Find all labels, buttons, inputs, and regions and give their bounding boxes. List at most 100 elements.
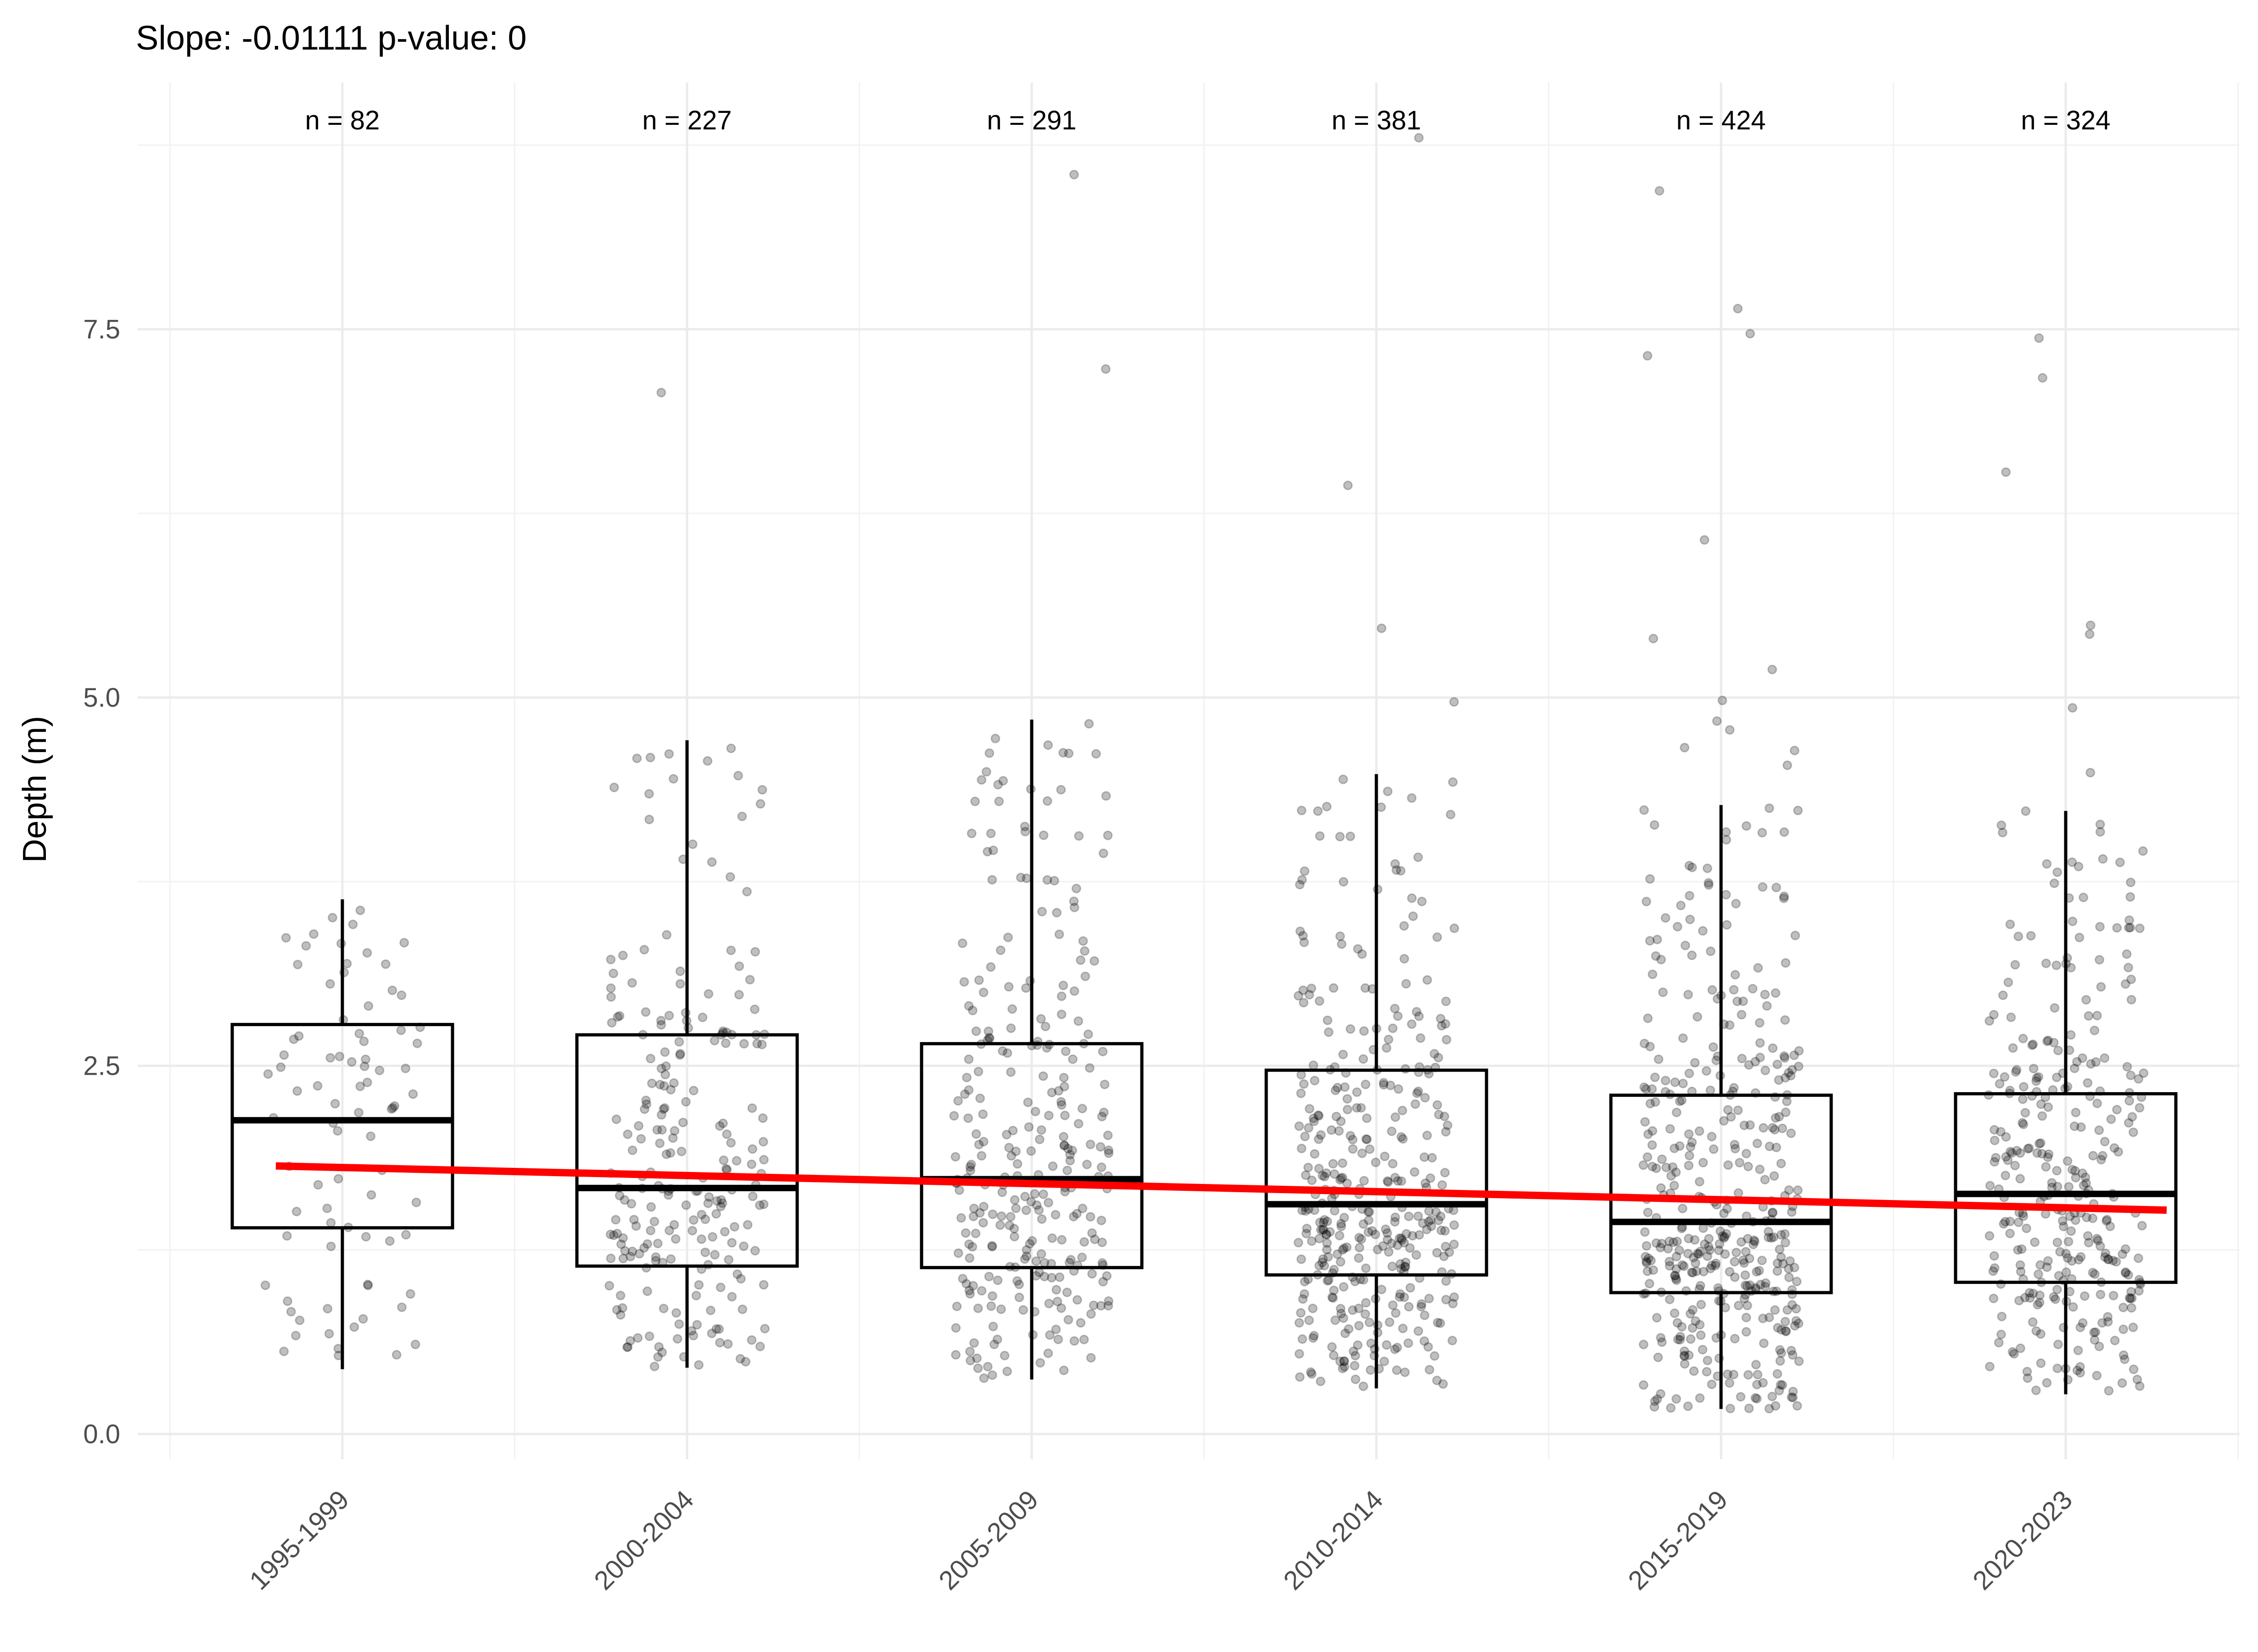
data-point bbox=[1671, 1251, 1682, 1261]
data-point bbox=[966, 1166, 976, 1176]
data-point bbox=[1786, 1071, 1796, 1081]
data-point bbox=[1670, 1270, 1680, 1280]
data-point bbox=[1020, 1191, 1030, 1201]
data-point bbox=[279, 1050, 289, 1060]
data-point bbox=[2098, 854, 2108, 864]
data-point bbox=[1684, 860, 1694, 871]
data-point bbox=[1002, 1366, 1012, 1376]
data-point bbox=[2018, 1118, 2028, 1128]
data-point bbox=[1677, 1322, 1687, 1332]
data-point bbox=[1044, 1111, 1054, 1121]
data-point bbox=[2124, 1293, 2135, 1303]
data-point bbox=[1675, 1334, 1685, 1345]
data-point bbox=[1042, 875, 1052, 885]
data-point bbox=[1314, 996, 1325, 1006]
data-point bbox=[1436, 1225, 1446, 1235]
data-point bbox=[1381, 1224, 1391, 1234]
data-point bbox=[1319, 1261, 1330, 1271]
data-point bbox=[1647, 1084, 1657, 1094]
data-point bbox=[1297, 1334, 1308, 1344]
data-point bbox=[656, 1110, 666, 1120]
data-point bbox=[2034, 1297, 2045, 1307]
data-point bbox=[354, 1028, 364, 1038]
data-point bbox=[1748, 1239, 1758, 1250]
data-point bbox=[641, 1095, 651, 1105]
data-point bbox=[978, 1218, 988, 1228]
data-point bbox=[1687, 862, 1697, 872]
data-point bbox=[1703, 1356, 1713, 1366]
data-point bbox=[1097, 1237, 1107, 1247]
data-point bbox=[1086, 1353, 1096, 1363]
data-point bbox=[727, 1292, 737, 1302]
data-point bbox=[1423, 1342, 1433, 1352]
data-point bbox=[2031, 1076, 2041, 1086]
data-point bbox=[1645, 936, 1655, 946]
trend-line bbox=[275, 1162, 2167, 1214]
data-point bbox=[1314, 1261, 1324, 1271]
data-point bbox=[742, 887, 752, 897]
data-point bbox=[714, 1324, 724, 1334]
data-point bbox=[1104, 1296, 1114, 1306]
data-point bbox=[1321, 1229, 1331, 1239]
data-point bbox=[1361, 1263, 1371, 1273]
data-point bbox=[1685, 1309, 1695, 1319]
data-point bbox=[651, 1252, 661, 1262]
data-point bbox=[1640, 1117, 1650, 1127]
data-point bbox=[1057, 1235, 1067, 1245]
data-point bbox=[664, 1225, 674, 1235]
data-point bbox=[1705, 1245, 1715, 1255]
data-point bbox=[1068, 1211, 1079, 1222]
data-point bbox=[1420, 1093, 1430, 1103]
data-point bbox=[1051, 1210, 1061, 1220]
data-point bbox=[971, 1228, 981, 1239]
data-point bbox=[1761, 1278, 1771, 1288]
data-point bbox=[1744, 1403, 1754, 1413]
data-point bbox=[1393, 1011, 1403, 1021]
data-point bbox=[2033, 1269, 2043, 1279]
data-point bbox=[1654, 186, 1665, 196]
data-point bbox=[2061, 1249, 2071, 1259]
data-point bbox=[1340, 1328, 1350, 1339]
data-point bbox=[1324, 1275, 1334, 1285]
data-point bbox=[1399, 921, 1409, 931]
data-point bbox=[355, 905, 365, 915]
data-point bbox=[1736, 1392, 1746, 1402]
data-point bbox=[1429, 1049, 1439, 1059]
data-point bbox=[2003, 977, 2013, 988]
data-point bbox=[1388, 1159, 1398, 1169]
data-point bbox=[1767, 1208, 1777, 1218]
data-point bbox=[1996, 820, 2006, 830]
data-point bbox=[1047, 1088, 1057, 1098]
data-point bbox=[989, 1339, 999, 1350]
data-point bbox=[634, 1249, 644, 1259]
data-point bbox=[2073, 1345, 2083, 1356]
data-point bbox=[1379, 1356, 1389, 1367]
data-point bbox=[1648, 634, 1658, 644]
data-point bbox=[986, 828, 996, 838]
data-point bbox=[2005, 1147, 2015, 1157]
data-point bbox=[2005, 1217, 2015, 1227]
data-point bbox=[997, 1187, 1007, 1197]
data-point bbox=[951, 1323, 961, 1333]
data-point bbox=[2033, 1300, 2043, 1310]
data-point bbox=[1638, 1339, 1649, 1350]
data-point bbox=[1426, 1221, 1436, 1231]
data-point bbox=[1990, 1263, 2000, 1273]
data-point bbox=[2118, 1249, 2128, 1259]
data-point bbox=[1322, 1238, 1332, 1248]
data-point bbox=[1755, 1018, 1765, 1028]
data-point bbox=[623, 1342, 633, 1352]
data-point bbox=[1098, 1046, 1108, 1056]
data-point bbox=[2105, 1221, 2115, 1231]
data-point bbox=[2001, 1152, 2011, 1162]
data-point bbox=[1771, 1113, 1781, 1123]
data-point bbox=[1744, 1060, 1754, 1070]
data-point bbox=[1321, 1168, 1331, 1178]
data-point bbox=[1035, 1358, 1045, 1368]
data-point bbox=[1380, 1151, 1390, 1161]
data-point bbox=[1721, 1229, 1732, 1239]
data-point bbox=[1319, 1215, 1330, 1225]
data-point bbox=[618, 950, 628, 960]
data-point bbox=[984, 1272, 994, 1282]
data-point bbox=[1773, 1323, 1783, 1333]
